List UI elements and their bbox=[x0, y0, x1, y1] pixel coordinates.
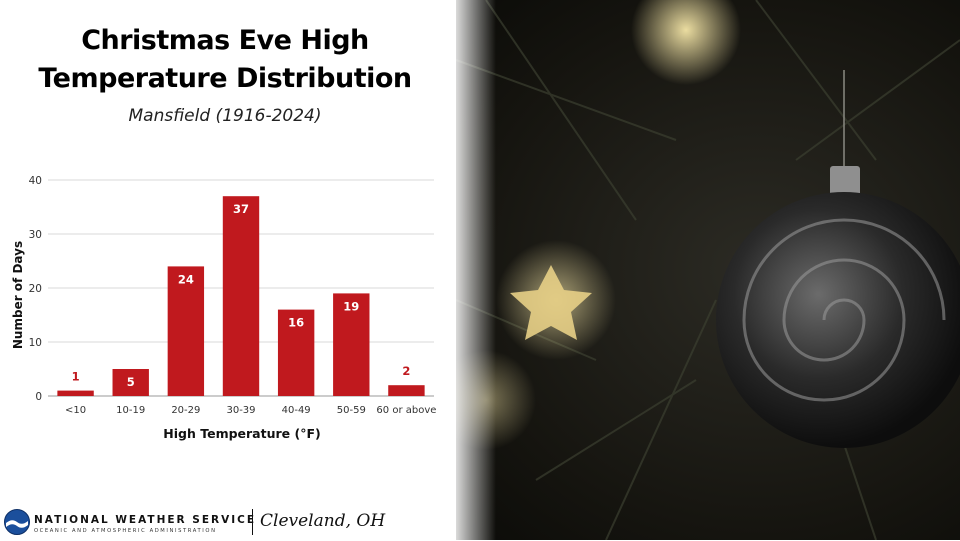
chart-title: Christmas Eve High Temperature Distribut… bbox=[0, 22, 450, 98]
data-label: 24 bbox=[178, 272, 194, 286]
x-tick-label: 10-19 bbox=[116, 405, 145, 416]
data-labels: 1 5 24 37 16 19 2 bbox=[72, 202, 411, 389]
office-name: Cleveland, OH bbox=[260, 511, 386, 531]
data-label: 1 bbox=[72, 370, 80, 384]
bar bbox=[112, 369, 149, 396]
title-line-2: Temperature Distribution bbox=[38, 63, 412, 94]
data-label: 2 bbox=[402, 364, 410, 378]
y-tick-label: 20 bbox=[29, 283, 42, 295]
noaa-logo-icon bbox=[4, 509, 30, 535]
x-tick-label: 50-59 bbox=[337, 405, 366, 416]
bar bbox=[222, 196, 260, 396]
title-line-1: Christmas Eve High bbox=[81, 25, 369, 56]
data-label: 5 bbox=[127, 375, 135, 389]
x-tick-label: 60 or above bbox=[376, 405, 436, 416]
bar bbox=[277, 309, 315, 396]
bar bbox=[57, 390, 94, 396]
bar-chart: 0 10 20 30 40 1 5 24 37 16 19 2 <10 10-19 20-29 30-39… bbox=[11, 175, 436, 441]
y-tick-label: 0 bbox=[35, 391, 42, 403]
y-tick-label: 10 bbox=[29, 337, 42, 349]
y-axis-label: Number of Days bbox=[11, 241, 25, 349]
x-axis-label: High Temperature (°F) bbox=[163, 426, 320, 441]
christmas-ornament-photo bbox=[456, 0, 960, 540]
y-tick-label: 30 bbox=[29, 229, 42, 241]
data-label: 37 bbox=[233, 202, 249, 216]
x-tick-label: 30-39 bbox=[226, 405, 255, 416]
x-tick-label: 40-49 bbox=[282, 405, 311, 416]
bar bbox=[333, 293, 370, 396]
footer: NATIONAL WEATHER SERVICE OCEANIC AND ATM… bbox=[0, 505, 460, 541]
data-label: 16 bbox=[288, 316, 304, 330]
y-tick-labels: 0 10 20 30 40 bbox=[29, 175, 42, 403]
y-tick-label: 40 bbox=[29, 175, 42, 187]
x-tick-labels: <10 10-19 20-29 30-39 40-49 50-59 60 or above bbox=[65, 405, 436, 416]
bar bbox=[388, 385, 425, 396]
chart-subtitle: Mansfield (1916-2024) bbox=[128, 106, 322, 126]
agency-name: NATIONAL WEATHER SERVICE bbox=[34, 514, 257, 526]
agency-subtitle: OCEANIC AND ATMOSPHERIC ADMINISTRATION bbox=[34, 528, 217, 534]
data-label: 19 bbox=[343, 299, 359, 313]
bars bbox=[57, 196, 425, 396]
ornament-illustration bbox=[456, 0, 960, 540]
bar bbox=[167, 266, 205, 396]
x-tick-label: <10 bbox=[65, 405, 86, 416]
photo-edge-fade bbox=[456, 0, 496, 540]
x-tick-label: 20-29 bbox=[171, 405, 200, 416]
footer-divider bbox=[252, 509, 253, 535]
